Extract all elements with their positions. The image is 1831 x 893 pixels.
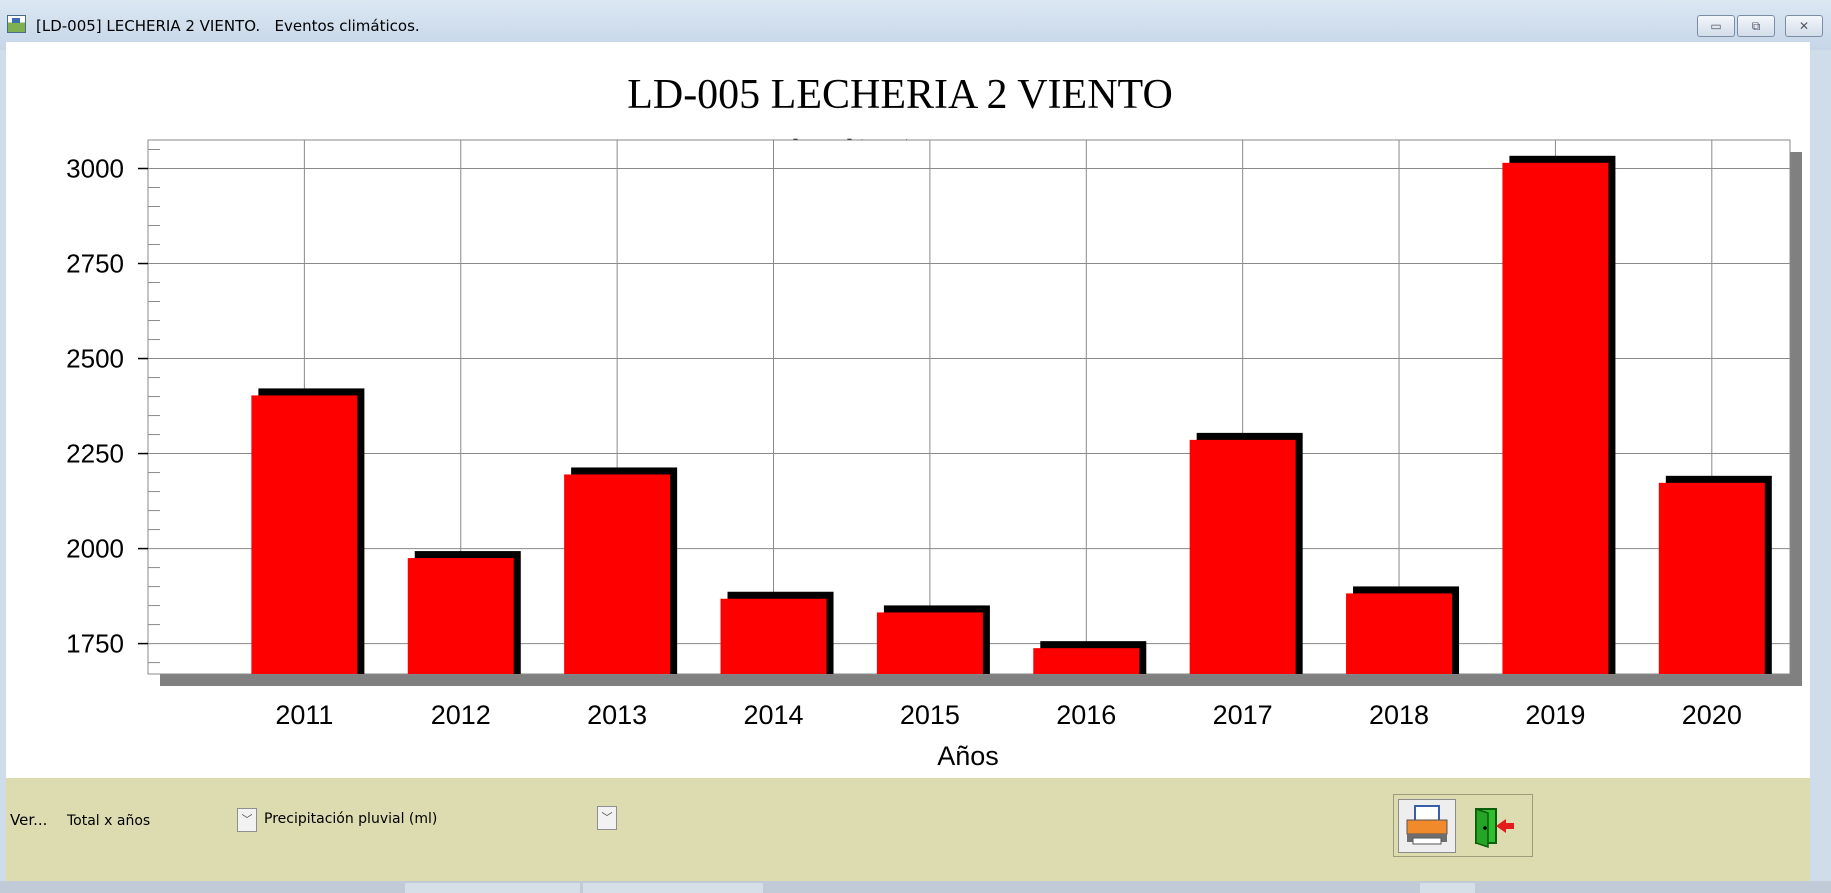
bar [876, 612, 983, 674]
bar-chart: LD-005 LECHERIA 2 VIENTO P. pluvial(mm) … [66, 72, 1802, 771]
variable-select-value[interactable]: Precipitación pluvial (ml) [264, 811, 438, 827]
x-tick-label: 2017 [1213, 700, 1273, 730]
printer-icon [1406, 805, 1448, 845]
bottom-strip [0, 881, 1831, 893]
variable-dropdown-button[interactable]: ﹀ [597, 806, 617, 830]
exit-door-icon [1475, 807, 1514, 849]
bar [1189, 439, 1296, 674]
status-segment [583, 883, 763, 893]
y-tick-label: 2250 [66, 439, 124, 469]
control-bar: Ver... Total x años ﹀ Precipitación pluv… [6, 778, 1810, 881]
mode-select-value[interactable]: Total x años [67, 813, 151, 829]
bar [564, 474, 671, 674]
minimize-button[interactable]: ▭ [1697, 15, 1735, 37]
chevron-down-icon: ﹀ [241, 813, 253, 826]
chevron-down-icon: ﹀ [601, 811, 613, 824]
toolbar-frame [1393, 794, 1533, 857]
y-tick-label: 2750 [66, 249, 124, 279]
status-segment [1420, 883, 1475, 893]
x-tick-label: 2012 [431, 700, 491, 730]
x-tick-label: 2016 [1056, 700, 1116, 730]
mode-dropdown-button[interactable]: ﹀ [237, 808, 257, 832]
restore-button[interactable]: ⧉ [1737, 15, 1775, 37]
bar [1033, 648, 1140, 674]
x-tick-label: 2019 [1525, 700, 1585, 730]
bar [1658, 482, 1765, 674]
x-tick-label: 2020 [1682, 700, 1742, 730]
bar [251, 395, 358, 674]
status-segment [405, 883, 580, 893]
x-tick-label: 2015 [900, 700, 960, 730]
x-tick-label: 2013 [587, 700, 647, 730]
x-tick-label: 2014 [743, 700, 803, 730]
bar [1346, 593, 1453, 674]
y-tick-label: 2500 [66, 344, 124, 374]
bar [720, 598, 827, 674]
ver-label: Ver... [10, 811, 48, 829]
y-tick-label: 1750 [66, 629, 124, 659]
exit-button[interactable] [1466, 799, 1524, 853]
window-title: [LD-005] LECHERIA 2 VIENTO. Eventos clim… [36, 17, 420, 35]
x-tick-label: 2011 [275, 700, 333, 730]
bar [407, 558, 514, 674]
app-icon [7, 15, 26, 33]
print-button[interactable] [1398, 799, 1456, 853]
x-axis-label: Años [937, 741, 999, 771]
close-button[interactable]: ✕ [1785, 15, 1823, 37]
x-tick-label: 2018 [1369, 700, 1429, 730]
chart-panel: LD-005 LECHERIA 2 VIENTO P. pluvial(mm) … [6, 42, 1810, 778]
bar [1502, 162, 1609, 674]
title-bar[interactable]: [LD-005] LECHERIA 2 VIENTO. Eventos clim… [0, 0, 1831, 50]
y-tick-label: 3000 [66, 154, 124, 184]
chart-title: LD-005 LECHERIA 2 VIENTO [627, 72, 1173, 118]
y-tick-label: 2000 [66, 534, 124, 564]
